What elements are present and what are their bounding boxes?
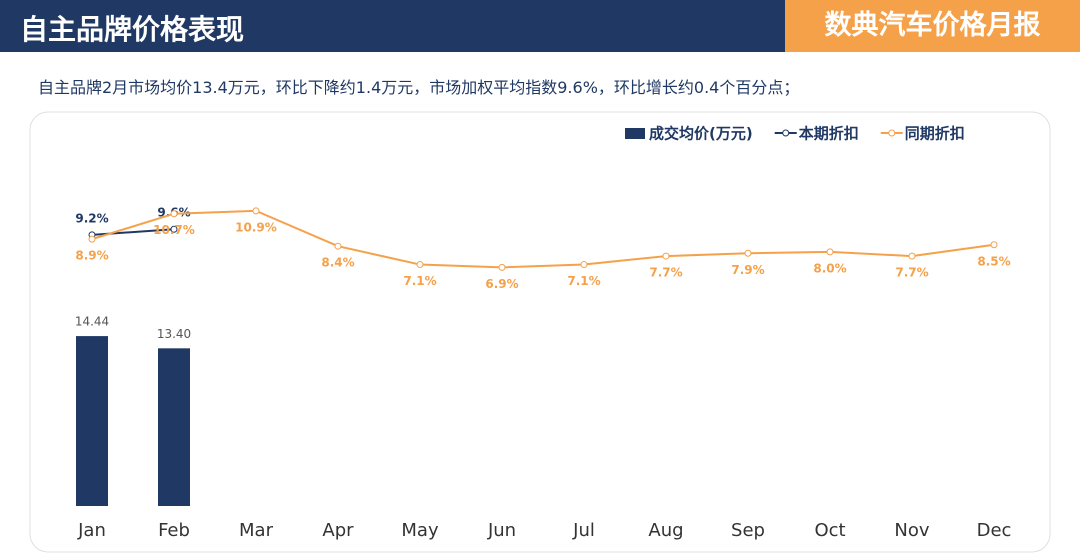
x-tick-label: Aug [648,520,683,541]
x-tick-label: Jul [572,520,595,541]
legend-swatch [888,129,896,137]
legend-label: 本期折扣 [799,125,859,143]
point [498,263,506,271]
point-label: 7.1% [403,274,436,288]
point-label: 6.9% [485,277,518,291]
bar-label: 14.44 [75,315,109,329]
point-label: 10.7% [153,223,195,237]
line [91,209,995,269]
point [990,241,998,249]
point-label: 8.0% [813,261,846,275]
point [826,248,834,256]
title: 自主品牌价格表现 [20,13,245,46]
x-tick-label: May [401,520,439,541]
x-tick-label: Feb [158,520,190,541]
point-label: 7.7% [649,266,682,280]
point-label: 8.5% [977,254,1010,268]
x-tick-label: Jan [77,520,106,541]
point [170,210,178,218]
point-label: 7.7% [895,266,928,280]
chart-frame [29,111,1051,553]
x-tick-label: Sep [731,520,765,541]
point [416,261,424,269]
x-tick-label: Apr [322,520,354,541]
x-tick-label: Nov [894,520,929,541]
legend-swatch [625,128,645,139]
point-label: 8.4% [321,256,354,270]
point [170,225,178,233]
point [334,242,342,250]
point [908,252,916,260]
legend-swatch [782,129,790,137]
x-tick-label: Jun [487,520,516,541]
bar [76,336,108,506]
bar [158,348,190,506]
brand: 数典汽车价格月报 [785,0,1080,52]
point [744,249,752,257]
x-tick-label: Oct [814,520,845,541]
point [580,261,588,269]
legend-label: 成交均价(万元) [649,125,753,143]
subtitle: 自主品牌2月市场均价13.4万元，环比下降约1.4万元，市场加权平均指数9.6%… [38,78,800,97]
point-label: 8.9% [75,249,108,263]
legend-label: 同期折扣 [905,125,965,143]
point-label: 10.9% [235,220,277,234]
point-label: 9.2% [75,211,108,225]
point [88,235,96,243]
point [662,252,670,260]
point-label: 7.1% [567,274,600,288]
point-label: 7.9% [731,263,764,277]
x-tick-label: Mar [239,520,274,541]
point [252,207,260,215]
bar-label: 13.40 [157,327,191,341]
x-tick-label: Dec [977,520,1012,541]
